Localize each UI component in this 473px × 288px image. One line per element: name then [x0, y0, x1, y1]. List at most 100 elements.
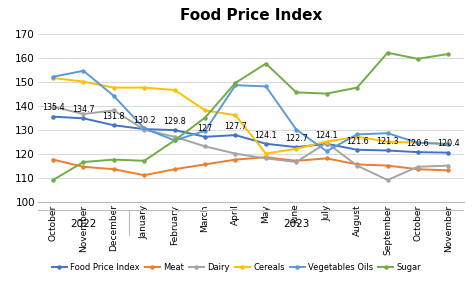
Food Price Index [111, 124, 117, 127]
Meat [293, 159, 299, 162]
Food Price Index [415, 150, 421, 154]
Text: 134.7: 134.7 [72, 105, 95, 114]
Cereals [233, 113, 238, 117]
Food Price Index [233, 133, 238, 137]
Cereals [141, 86, 147, 89]
Text: 127: 127 [197, 124, 213, 133]
Meat [324, 157, 330, 160]
Text: 2022: 2022 [70, 219, 96, 230]
Line: Food Price Index: Food Price Index [52, 115, 450, 154]
Meat [172, 168, 177, 171]
Cereals [324, 140, 330, 143]
Food Price Index [202, 135, 208, 139]
Food Price Index [293, 145, 299, 149]
Cereals [202, 109, 208, 112]
Cereals [50, 76, 56, 80]
Text: 131.8: 131.8 [103, 112, 125, 121]
Dairy [141, 128, 147, 131]
Vegetables Oils [446, 142, 451, 146]
Text: 122.7: 122.7 [285, 134, 308, 143]
Text: 129.8: 129.8 [163, 117, 186, 126]
Vegetables Oils [50, 75, 56, 79]
Text: 121.3: 121.3 [376, 137, 399, 146]
Text: 121.6: 121.6 [346, 137, 368, 146]
Line: Dairy: Dairy [52, 105, 450, 181]
Meat [446, 169, 451, 172]
Vegetables Oils [324, 149, 330, 153]
Dairy [354, 164, 360, 167]
Vegetables Oils [172, 139, 177, 142]
Dairy [446, 164, 451, 167]
Cereals [293, 147, 299, 151]
Vegetables Oils [111, 94, 117, 98]
Text: 2023: 2023 [283, 219, 309, 230]
Sugar [385, 51, 390, 54]
Sugar [50, 178, 56, 182]
Food Price Index [324, 142, 330, 145]
Dairy [111, 109, 117, 112]
Sugar [172, 139, 177, 142]
Dairy [415, 165, 421, 168]
Vegetables Oils [233, 84, 238, 87]
Meat [141, 173, 147, 177]
Food Price Index [354, 148, 360, 151]
Cereals [80, 80, 86, 83]
Text: 120.4: 120.4 [437, 139, 460, 149]
Line: Cereals: Cereals [52, 77, 450, 155]
Sugar [80, 160, 86, 164]
Text: 124.1: 124.1 [315, 130, 338, 140]
Meat [202, 163, 208, 166]
Meat [233, 158, 238, 161]
Food Price Index [172, 128, 177, 132]
Sugar [415, 57, 421, 60]
Text: 127.7: 127.7 [224, 122, 247, 131]
Line: Vegetables Oils: Vegetables Oils [52, 69, 450, 153]
Vegetables Oils [263, 85, 269, 88]
Text: 124.1: 124.1 [254, 130, 277, 140]
Cereals [354, 135, 360, 139]
Vegetables Oils [80, 69, 86, 73]
Vegetables Oils [202, 129, 208, 132]
Dairy [172, 135, 177, 139]
Text: 135.4: 135.4 [42, 103, 64, 113]
Sugar [293, 91, 299, 94]
Title: Food Price Index: Food Price Index [179, 8, 322, 23]
Cereals [446, 142, 451, 146]
Line: Meat: Meat [52, 156, 450, 177]
Dairy [50, 105, 56, 109]
Food Price Index [385, 149, 390, 152]
Dairy [293, 160, 299, 164]
Cereals [415, 141, 421, 145]
Vegetables Oils [293, 128, 299, 131]
Cereals [111, 86, 117, 89]
Dairy [80, 112, 86, 116]
Cereals [263, 152, 269, 155]
Sugar [446, 52, 451, 56]
Vegetables Oils [141, 127, 147, 130]
Line: Sugar: Sugar [52, 51, 450, 181]
Sugar [202, 116, 208, 119]
Meat [80, 165, 86, 168]
Food Price Index [263, 142, 269, 145]
Text: 130.2: 130.2 [133, 116, 156, 125]
Meat [263, 156, 269, 159]
Cereals [172, 88, 177, 92]
Meat [111, 168, 117, 171]
Sugar [354, 86, 360, 89]
Cereals [385, 140, 390, 143]
Vegetables Oils [354, 133, 360, 136]
Food Price Index [80, 117, 86, 120]
Dairy [263, 157, 269, 160]
Text: 120.6: 120.6 [407, 139, 429, 148]
Food Price Index [141, 127, 147, 131]
Dairy [385, 178, 390, 182]
Food Price Index [50, 115, 56, 118]
Sugar [324, 92, 330, 95]
Meat [50, 158, 56, 161]
Dairy [202, 145, 208, 148]
Meat [354, 163, 360, 166]
Vegetables Oils [385, 132, 390, 135]
Legend: Food Price Index, Meat, Dairy, Cereals, Vegetables Oils, Sugar: Food Price Index, Meat, Dairy, Cereals, … [52, 263, 421, 272]
Meat [385, 164, 390, 167]
Dairy [324, 141, 330, 145]
